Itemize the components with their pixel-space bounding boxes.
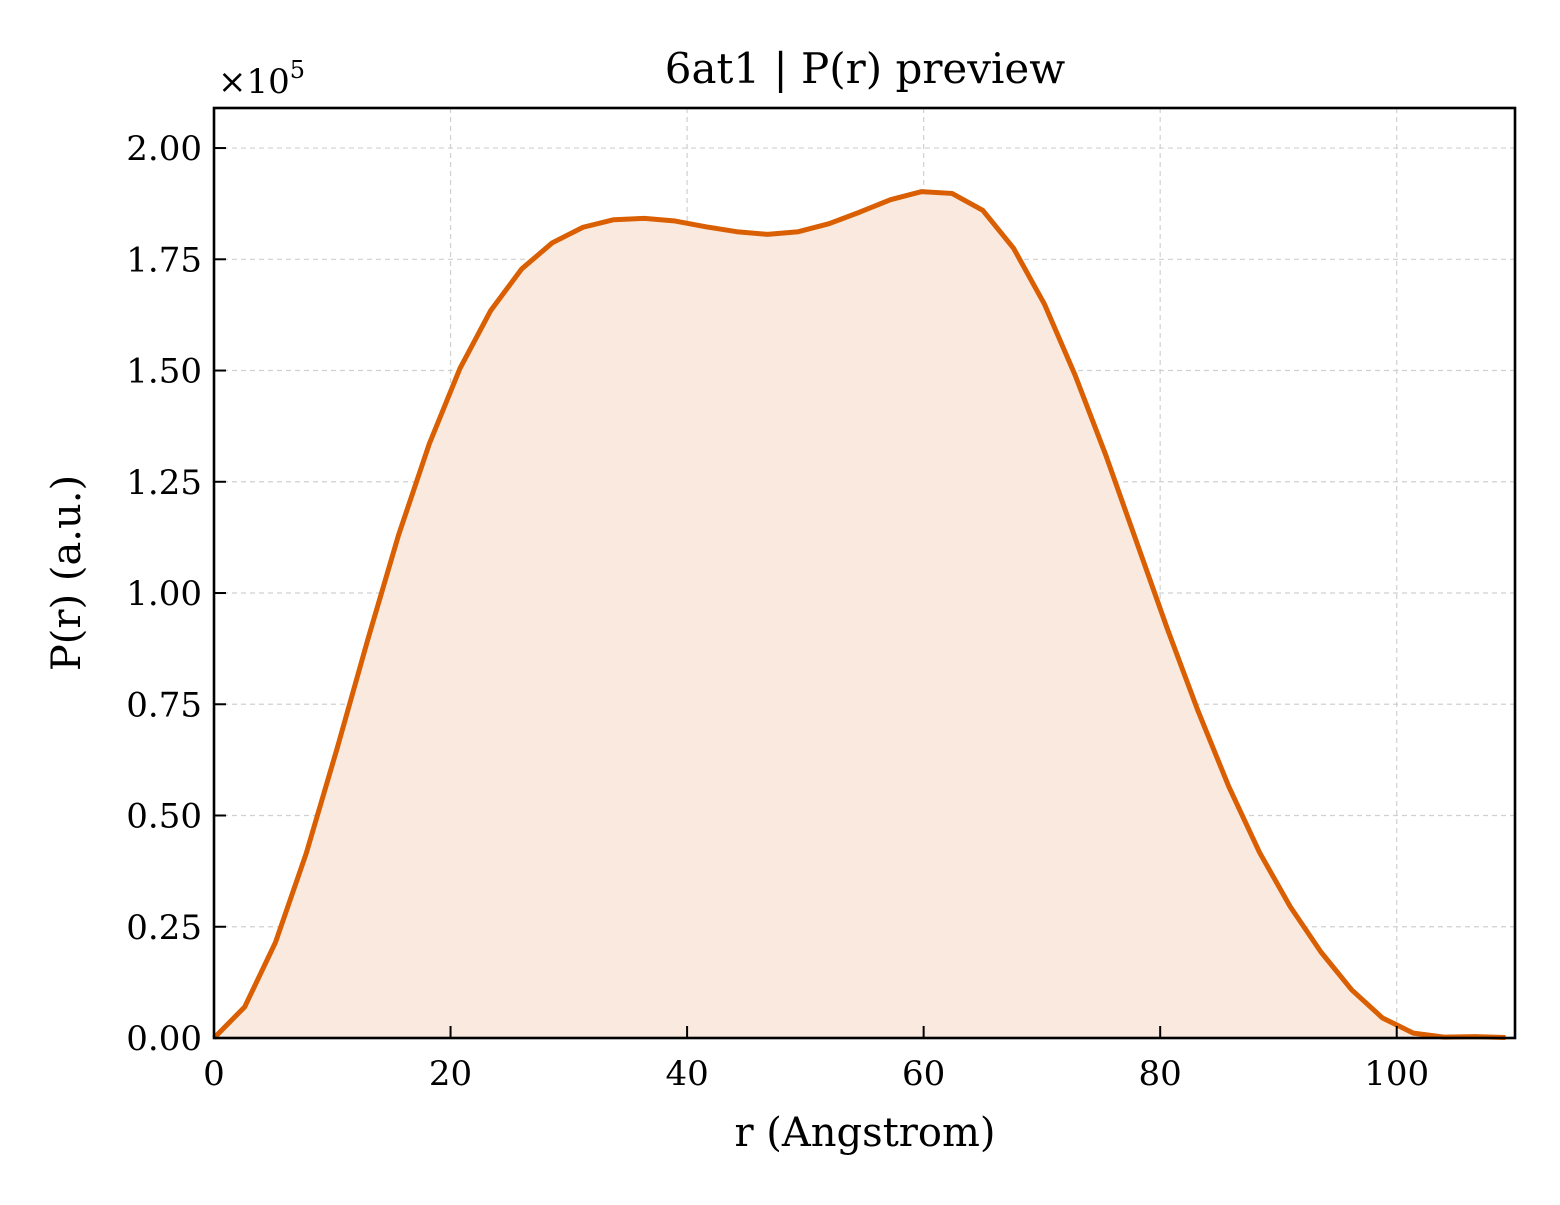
x-tick-label: 80 xyxy=(1139,1054,1182,1094)
y-tick-label: 1.75 xyxy=(126,240,202,280)
x-tick-label: 40 xyxy=(665,1054,708,1094)
y-offset-base: ×10 xyxy=(218,62,290,102)
ticks xyxy=(213,147,1398,1039)
y-axis-title: P(r) (a.u.) xyxy=(44,475,90,671)
y-tick-label: 0.50 xyxy=(126,797,202,837)
x-axis-title: r (Angstrom) xyxy=(734,1110,995,1156)
plot-frame xyxy=(212,106,1517,1040)
x-tick-label: 100 xyxy=(1364,1054,1429,1094)
y-offset-exponent: 5 xyxy=(290,56,305,84)
y-axis-offset-label: ×105 xyxy=(218,56,305,102)
series-area-fill xyxy=(214,191,1506,1038)
y-tick-label: 1.50 xyxy=(126,352,202,392)
y-tick-label: 0.75 xyxy=(126,685,202,725)
y-tick-label: 1.25 xyxy=(126,463,202,503)
y-tick-label: 0.00 xyxy=(126,1019,202,1059)
tick-labels: 0 20 40 60 80 100 0.00 0.25 0.50 0.75 1.00 1.25 1.50… xyxy=(126,129,1429,1094)
y-tick-label: 0.25 xyxy=(126,908,202,948)
y-tick-label: 1.00 xyxy=(126,574,202,614)
chart-title: 6at1 | P(r) preview xyxy=(665,44,1066,93)
x-tick-label: 20 xyxy=(429,1054,472,1094)
y-tick-label: 2.00 xyxy=(126,129,202,169)
x-tick-label: 0 xyxy=(203,1054,225,1094)
series-line xyxy=(212,189,1506,1041)
x-tick-label: 60 xyxy=(902,1054,945,1094)
